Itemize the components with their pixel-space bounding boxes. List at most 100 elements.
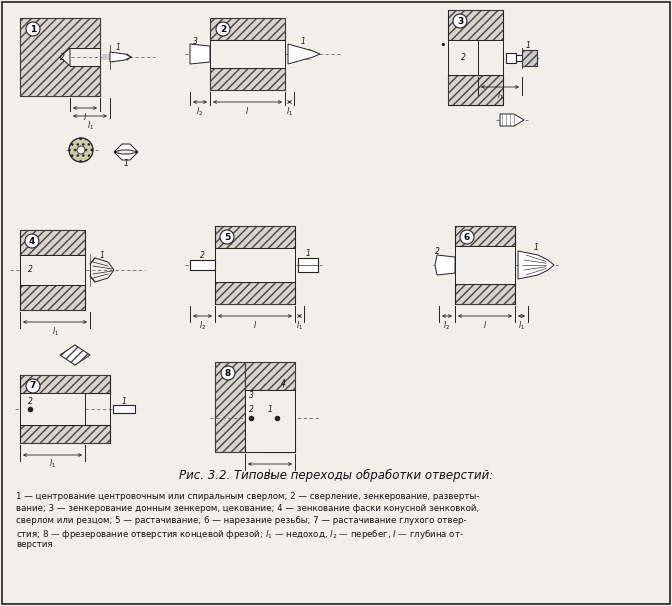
Text: Рис. 3.2. Типовые переходы обработки отверстий:: Рис. 3.2. Типовые переходы обработки отв… [179, 468, 493, 482]
Bar [20, 255, 85, 285]
Text: 2: 2 [200, 250, 204, 259]
Bar [506, 53, 516, 62]
Bar [215, 226, 295, 248]
Circle shape [453, 14, 467, 28]
Bar [448, 75, 503, 105]
Bar [20, 393, 85, 425]
Bar [455, 246, 515, 284]
Bar [298, 258, 318, 272]
Text: 2: 2 [249, 405, 253, 415]
Bar [190, 260, 215, 270]
Bar [20, 230, 85, 255]
Text: $l_1$: $l_1$ [49, 458, 56, 470]
Circle shape [25, 234, 39, 248]
Bar [215, 226, 295, 248]
Text: 1: 1 [116, 44, 120, 53]
Circle shape [220, 230, 234, 244]
Text: 1: 1 [122, 396, 126, 405]
Bar [113, 405, 135, 413]
Text: 2: 2 [220, 24, 226, 33]
Bar [20, 285, 85, 310]
Text: 2: 2 [435, 247, 439, 256]
Text: 1 — центрование центровочным или спиральным сверлом; 2 — сверление, зенкерование: 1 — центрование центровочным или спираль… [16, 492, 479, 501]
Text: 2: 2 [460, 53, 466, 62]
Text: 1: 1 [267, 405, 272, 415]
Text: 1: 1 [30, 24, 36, 33]
Text: $l_2$: $l_2$ [196, 105, 204, 118]
Bar [265, 418, 295, 452]
Bar [245, 362, 295, 390]
Bar [20, 285, 85, 310]
Bar [516, 55, 522, 61]
Text: 4: 4 [29, 236, 35, 245]
Polygon shape [114, 144, 138, 152]
Bar [215, 362, 245, 452]
Text: 8: 8 [225, 368, 231, 378]
Bar [20, 425, 110, 443]
Circle shape [216, 22, 230, 36]
Polygon shape [500, 114, 524, 126]
Bar [210, 18, 285, 40]
Text: 1: 1 [124, 159, 128, 168]
Bar [70, 48, 100, 66]
Text: $l_1$: $l_1$ [87, 119, 93, 132]
Bar [20, 425, 110, 443]
Bar [20, 230, 85, 255]
Bar [20, 18, 100, 96]
Text: 3: 3 [249, 391, 253, 401]
Text: 3: 3 [193, 36, 198, 45]
Bar [210, 40, 285, 68]
Text: •: • [439, 40, 446, 50]
Text: $l_1$: $l_1$ [286, 105, 293, 118]
Text: стия; 8 — фрезерование отверстия концевой фрезой; $l_1$ — недоход, $l_2$ — переб: стия; 8 — фрезерование отверстия концево… [16, 528, 464, 541]
Text: 2: 2 [28, 265, 32, 275]
Bar [215, 282, 295, 304]
Bar [522, 50, 537, 65]
Circle shape [221, 366, 235, 380]
Text: $l$: $l$ [83, 111, 87, 122]
Bar [455, 226, 515, 246]
Text: 3: 3 [457, 16, 463, 25]
Bar [20, 375, 110, 393]
Text: верстия: верстия [16, 540, 52, 549]
Text: 1: 1 [526, 41, 530, 50]
Polygon shape [190, 44, 210, 64]
Text: 1: 1 [300, 36, 306, 45]
Text: $l_1$: $l_1$ [267, 467, 274, 479]
Bar [265, 418, 295, 452]
Bar [245, 362, 295, 390]
Circle shape [69, 138, 93, 162]
Text: $l_1$: $l_1$ [52, 325, 58, 338]
Text: $l_2$: $l_2$ [199, 319, 206, 331]
Text: $l$: $l$ [253, 319, 257, 330]
Polygon shape [288, 44, 320, 64]
Polygon shape [518, 251, 554, 279]
Text: 2: 2 [60, 53, 65, 61]
Bar [448, 10, 503, 40]
Text: $l_1$: $l_1$ [296, 319, 303, 331]
Bar [448, 10, 503, 40]
Bar [448, 40, 478, 75]
Circle shape [460, 230, 474, 244]
Polygon shape [60, 345, 90, 365]
Text: 1: 1 [306, 248, 310, 258]
Bar [215, 282, 295, 304]
Bar [455, 284, 515, 304]
Circle shape [26, 379, 40, 393]
Text: $l$: $l$ [483, 319, 487, 330]
Text: $l$: $l$ [245, 105, 249, 116]
Circle shape [26, 22, 40, 36]
Text: $l_1$: $l_1$ [518, 319, 525, 331]
Text: сверлом или резцом; 5 — растачивание; 6 — нарезание резьбы; 7 — растачивание глу: сверлом или резцом; 5 — растачивание; 6 … [16, 516, 466, 525]
Circle shape [77, 146, 85, 154]
Bar [210, 18, 285, 40]
Text: 1: 1 [534, 244, 538, 253]
Bar [455, 226, 515, 246]
Polygon shape [60, 48, 70, 66]
Bar [455, 284, 515, 304]
Bar [210, 68, 285, 90]
Bar [448, 40, 503, 75]
Bar [215, 248, 295, 282]
Text: 4: 4 [281, 379, 286, 388]
Text: 5: 5 [224, 233, 230, 242]
